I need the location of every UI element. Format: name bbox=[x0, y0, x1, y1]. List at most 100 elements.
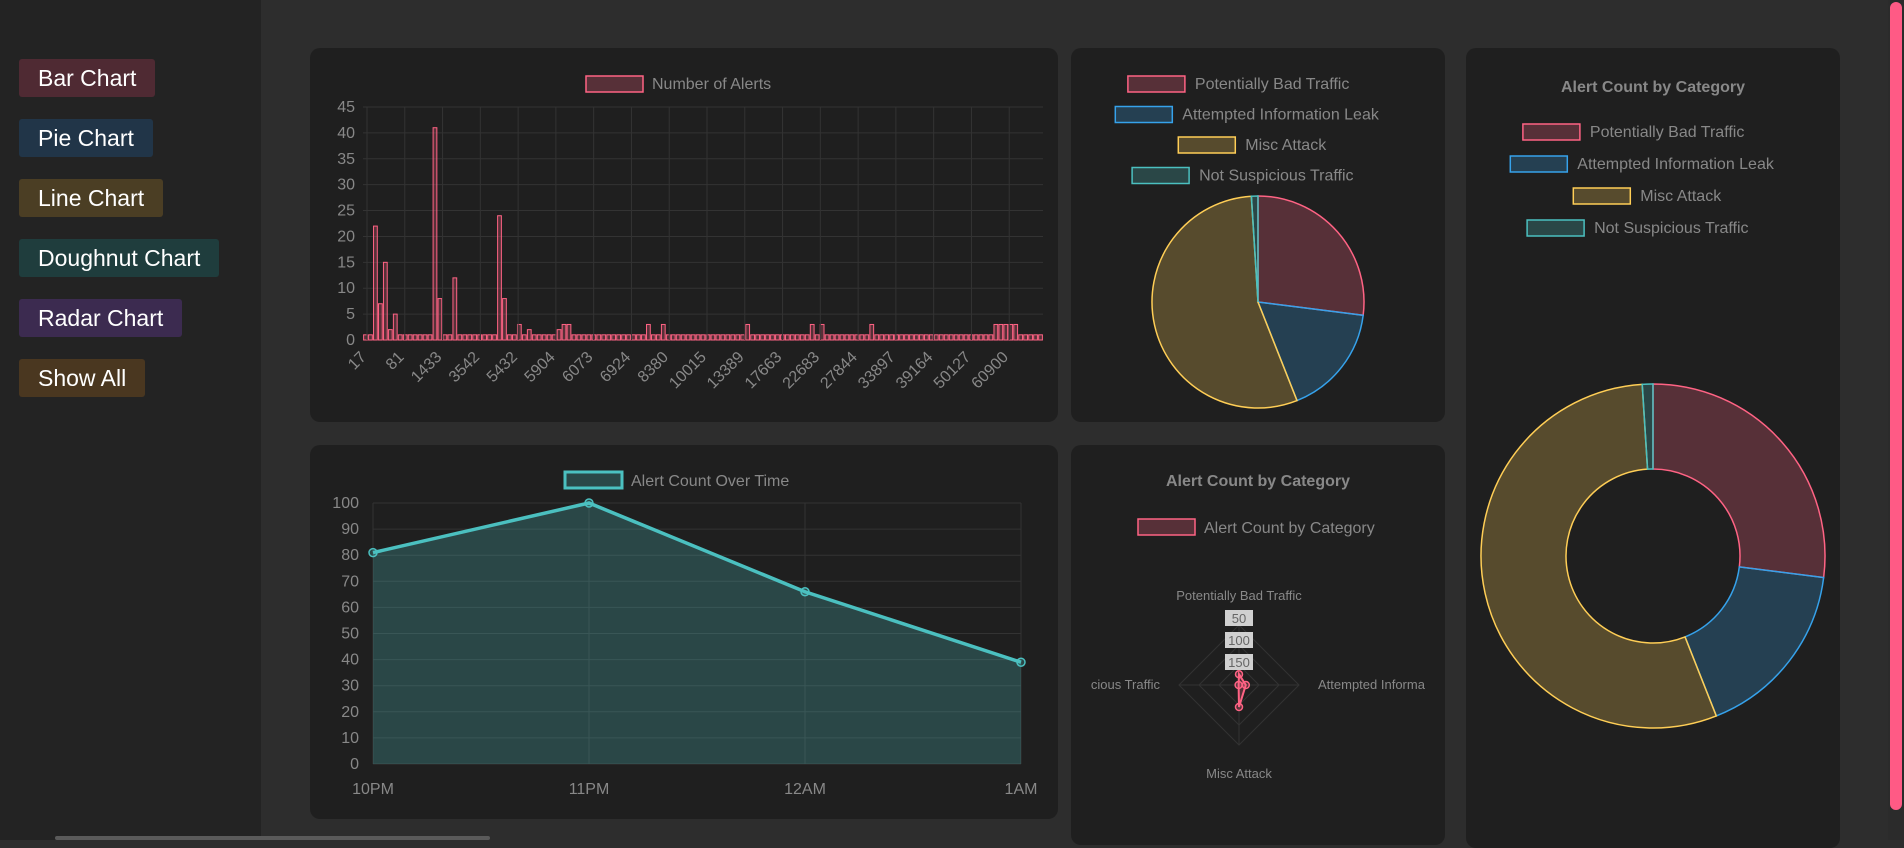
bar-value bbox=[447, 334, 453, 341]
radar-axis-label: cious Traffic bbox=[1091, 677, 1161, 692]
bar-value bbox=[834, 334, 840, 341]
bar-value bbox=[422, 334, 428, 341]
bar-value bbox=[407, 334, 413, 341]
bar-value bbox=[497, 215, 502, 341]
bar-value bbox=[973, 334, 979, 341]
pie-slice bbox=[1151, 195, 1298, 409]
bar-value bbox=[571, 334, 577, 341]
bar-xtick-label: 5432 bbox=[484, 349, 521, 386]
line-point bbox=[800, 586, 810, 597]
pie-chart-button[interactable]: Pie Chart bbox=[19, 119, 153, 157]
line-ytick-label: 50 bbox=[341, 626, 359, 643]
radar-chart-button[interactable]: Radar Chart bbox=[19, 299, 183, 337]
doughnut-legend-swatch bbox=[1522, 123, 1581, 141]
bar-value bbox=[665, 334, 671, 341]
bar-xtick-label: 17 bbox=[345, 349, 370, 374]
line-legend-label: Alert Count Over Time bbox=[631, 473, 789, 490]
bar-value bbox=[1023, 334, 1029, 341]
bar-value bbox=[621, 334, 626, 341]
doughnut-legend-label: Attempted Information Leak bbox=[1577, 156, 1775, 173]
bar-value bbox=[472, 334, 478, 341]
pie-legend-label: Potentially Bad Traffic bbox=[1195, 76, 1349, 93]
pie-legend-label: Attempted Information Leak bbox=[1182, 107, 1380, 124]
bar-chart-button[interactable]: Bar Chart bbox=[19, 59, 156, 97]
bar-ytick-label: 5 bbox=[346, 306, 355, 323]
bar-value bbox=[680, 334, 686, 341]
bar-value bbox=[452, 277, 458, 341]
bar-value bbox=[919, 334, 924, 341]
line-point bbox=[368, 547, 378, 558]
line-legend-swatch bbox=[563, 470, 624, 490]
bar-legend-swatch bbox=[585, 75, 644, 93]
pie-chart-panel: Potentially Bad Traffic Attempted Informa… bbox=[1071, 48, 1445, 422]
bar-value bbox=[526, 329, 532, 341]
bar-value bbox=[601, 334, 607, 341]
line-xtick-label: 12AM bbox=[784, 781, 826, 798]
bar-value bbox=[382, 261, 388, 341]
bar-value bbox=[705, 334, 711, 341]
bar-value bbox=[487, 334, 492, 341]
doughnut-legend-swatch bbox=[1572, 187, 1632, 205]
pie-legend-swatch bbox=[1131, 166, 1190, 185]
line-chart-button[interactable]: Line Chart bbox=[19, 179, 164, 217]
line-area-fill bbox=[373, 503, 1021, 764]
bar-ytick-label: 30 bbox=[337, 177, 355, 194]
bar-value bbox=[502, 298, 507, 341]
bar-value bbox=[765, 334, 770, 341]
vertical-scrollbar-thumb[interactable] bbox=[1890, 2, 1902, 810]
show-all-button[interactable]: Show All bbox=[19, 359, 146, 397]
pie-chart: Potentially Bad Traffic Attempted Informa… bbox=[1114, 75, 1380, 409]
line-ytick-label: 100 bbox=[332, 495, 359, 512]
bar-value bbox=[784, 334, 790, 341]
radar-chart-panel: Alert Count by Category Alert Count by Ca… bbox=[1071, 445, 1445, 845]
pie-slice bbox=[1256, 301, 1365, 402]
radar-legend-swatch bbox=[1137, 518, 1196, 536]
bar-value bbox=[943, 334, 949, 341]
pie-legend-label: Misc Attack bbox=[1245, 137, 1327, 154]
bar-value bbox=[685, 334, 691, 341]
bar-value bbox=[735, 334, 741, 341]
bar-xtick-label: 81 bbox=[383, 349, 408, 374]
pie-legend-swatch bbox=[1127, 75, 1186, 93]
bar-value bbox=[809, 323, 815, 341]
radar-point bbox=[1234, 680, 1243, 690]
bar-ytick-label: 35 bbox=[337, 151, 355, 168]
vertical-scrollbar[interactable] bbox=[1888, 0, 1904, 840]
radar-tick-backdrop bbox=[1225, 632, 1253, 648]
line-ytick-label: 10 bbox=[341, 730, 359, 747]
bar-chart-panel: Number of Alerts 0 5 10 15 20 25 30 35 40 45 17 81 14… bbox=[310, 48, 1058, 422]
line-ytick-label: 60 bbox=[341, 599, 359, 616]
line-series bbox=[372, 501, 1022, 664]
doughnut-chart-button[interactable]: Doughnut Chart bbox=[19, 239, 220, 277]
bar-value bbox=[829, 334, 835, 341]
bar-value bbox=[839, 334, 845, 341]
radar-tick-backdrop bbox=[1225, 610, 1253, 626]
bar-xtick-label: 1433 bbox=[408, 349, 445, 386]
radar-point bbox=[1234, 702, 1244, 712]
bar-value bbox=[988, 334, 994, 341]
bar-value bbox=[457, 334, 463, 341]
bar-value bbox=[1033, 334, 1038, 341]
bar-value bbox=[799, 334, 805, 341]
bar-value bbox=[641, 334, 646, 341]
bar-value bbox=[392, 313, 398, 341]
bar-value bbox=[690, 334, 696, 341]
horizontal-scrollbar-thumb[interactable] bbox=[55, 836, 490, 840]
bar-xtick-label: 60900 bbox=[969, 349, 1013, 393]
bar-ytick-label: 40 bbox=[337, 125, 355, 142]
bar-value bbox=[775, 334, 780, 341]
bar-xtick-label: 3542 bbox=[446, 349, 483, 386]
bar-value bbox=[646, 323, 651, 341]
bar-value bbox=[368, 334, 373, 341]
line-xtick-label: 1AM bbox=[1005, 781, 1038, 798]
pie-slice bbox=[1250, 195, 1259, 303]
bar-value bbox=[804, 334, 810, 341]
radar-axis-label: Misc Attack bbox=[1206, 766, 1272, 781]
doughnut-legend-swatch bbox=[1509, 155, 1569, 173]
bar-value bbox=[904, 334, 909, 341]
bar-value bbox=[655, 334, 661, 341]
bar-value bbox=[923, 334, 929, 341]
bar-value bbox=[849, 334, 855, 341]
bar-value bbox=[596, 334, 602, 341]
line-point bbox=[1016, 657, 1026, 667]
